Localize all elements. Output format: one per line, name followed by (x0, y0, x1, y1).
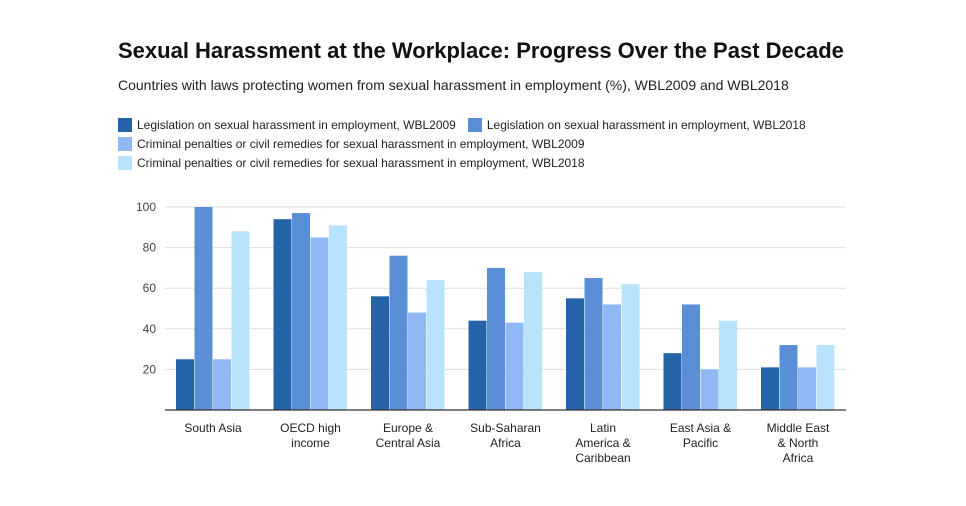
bar (273, 219, 292, 410)
legend-item-penalties-2018: Criminal penalties or civil remedies for… (118, 155, 585, 170)
legend-item-legislation-2009: Legislation on sexual harassment in empl… (118, 117, 456, 132)
bar (719, 320, 737, 410)
y-tick-label: 60 (143, 281, 157, 295)
legend-row: Criminal penalties or civil remedies for… (118, 134, 898, 153)
chart-title: Sexual Harassment at the Workplace: Prog… (118, 38, 844, 63)
legend: Legislation on sexual harassment in empl… (118, 115, 898, 172)
legend-swatch (118, 117, 132, 132)
x-tick-label: East Asia & Pacific (670, 421, 731, 450)
bar (505, 322, 524, 410)
legend-swatch (118, 136, 132, 151)
bar (371, 296, 389, 410)
bar (310, 237, 329, 410)
bar (603, 304, 621, 410)
x-tick-label: Sub-Saharan Africa (470, 421, 541, 450)
legend-swatch (467, 117, 482, 132)
y-tick-label: 100 (136, 200, 156, 214)
bar (231, 231, 250, 410)
bar (700, 369, 719, 410)
x-tick-label: Latin America & Caribbean (575, 421, 630, 465)
legend-label: Criminal penalties or civil remedies for… (137, 136, 585, 151)
bar (176, 359, 194, 410)
bar (213, 359, 231, 410)
bar (292, 213, 310, 410)
y-tick-label: 40 (143, 322, 157, 336)
bar (426, 280, 445, 410)
bar (779, 345, 798, 410)
bar (682, 304, 700, 410)
bar (408, 312, 426, 410)
bar (524, 271, 542, 410)
bar (566, 298, 584, 410)
x-tick-label: South Asia (184, 421, 242, 435)
bar (389, 255, 408, 410)
legend-row: Criminal penalties or civil remedies for… (118, 153, 898, 172)
bar (468, 320, 487, 410)
legend-item-penalties-2009: Criminal penalties or civil remedies for… (118, 136, 585, 151)
chart-subtitle: Countries with laws protecting women fro… (118, 77, 789, 93)
y-tick-label: 80 (143, 241, 157, 255)
legend-label: Criminal penalties or civil remedies for… (137, 155, 585, 170)
y-tick-label: 20 (143, 362, 157, 376)
bar (816, 345, 835, 410)
legend-swatch (118, 155, 132, 170)
x-tick-label: Europe & Central Asia (376, 421, 441, 450)
x-tick-label: OECD high income (280, 421, 341, 450)
legend-row: Legislation on sexual harassment in empl… (118, 115, 898, 134)
bar (487, 267, 505, 410)
bar (761, 367, 779, 410)
bar (194, 207, 213, 410)
bar (584, 278, 603, 410)
legend-item-legislation-2018: Legislation on sexual harassment in empl… (467, 117, 806, 132)
bar (621, 284, 640, 410)
bar (663, 353, 682, 410)
legend-label: Legislation on sexual harassment in empl… (486, 117, 806, 132)
bar (329, 225, 347, 410)
x-tick-label: Middle East & North Africa (767, 421, 830, 465)
bar (798, 367, 816, 410)
legend-label: Legislation on sexual harassment in empl… (137, 117, 456, 132)
